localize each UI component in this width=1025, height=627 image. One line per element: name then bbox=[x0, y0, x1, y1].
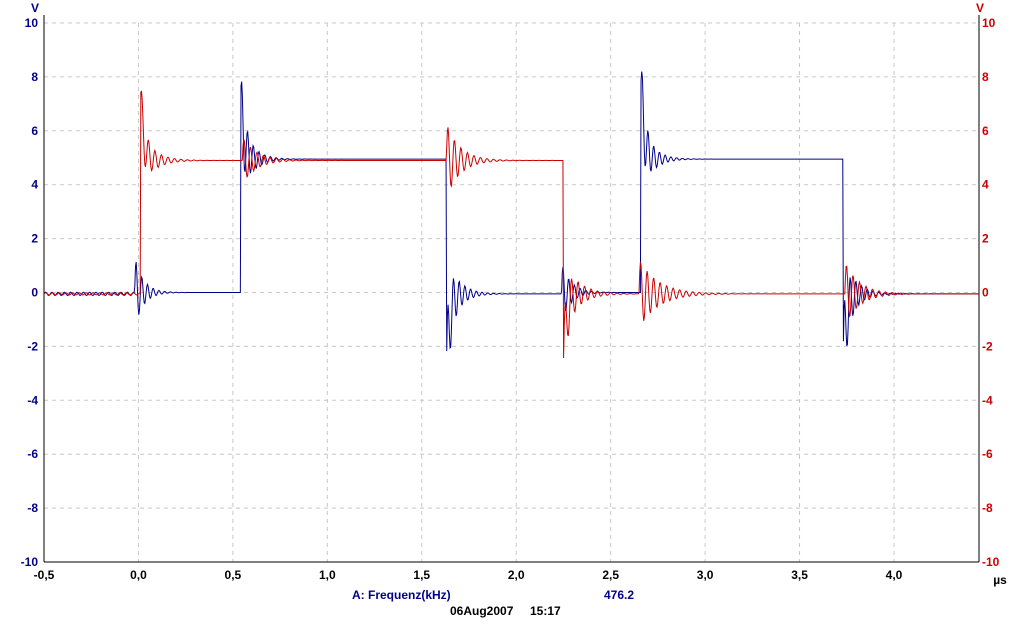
x-tick-label: 4,0 bbox=[886, 568, 903, 582]
x-axis-unit: µs bbox=[993, 573, 1007, 587]
y-tick-label-left: 4 bbox=[31, 178, 38, 192]
grid-layer bbox=[43, 15, 980, 563]
right-axis-unit: V bbox=[976, 1, 984, 15]
left-axis-unit: V bbox=[31, 1, 39, 15]
x-tick-label: 1,0 bbox=[319, 568, 336, 582]
x-tick-label: 1,5 bbox=[413, 568, 430, 582]
channel-a-trace bbox=[43, 71, 979, 352]
y-tick-label-right: -8 bbox=[982, 501, 993, 515]
y-tick-label-right: 0 bbox=[982, 286, 989, 300]
x-tick-label: 0,0 bbox=[130, 568, 147, 582]
y-tick-label-right: 8 bbox=[982, 70, 989, 84]
axis-label-layer: 10 8 6 4 2 0 -2 -4 -6 -8 -10 10 8 6 4 2 0 -2 -4 -6 -8 -10 V V -0… bbox=[21, 1, 1007, 587]
x-tick-label: 0,5 bbox=[225, 568, 242, 582]
channel-b-trace bbox=[43, 90, 979, 358]
y-tick-label-left: -8 bbox=[27, 501, 38, 515]
measurement-label: A: Frequenz(kHz) bbox=[352, 588, 451, 602]
y-tick-label-left: 8 bbox=[31, 70, 38, 84]
y-tick-label-right: 2 bbox=[982, 232, 989, 246]
y-tick-label-left: 6 bbox=[31, 124, 38, 138]
y-tick-label-left: 10 bbox=[25, 16, 39, 30]
y-tick-label-right: 4 bbox=[982, 178, 989, 192]
y-tick-label-left: 2 bbox=[31, 232, 38, 246]
capture-time: 15:17 bbox=[530, 604, 561, 618]
measurement-value: 476.2 bbox=[604, 588, 635, 602]
y-tick-label-left: -2 bbox=[27, 339, 38, 353]
y-tick-label-right: -10 bbox=[982, 555, 1000, 569]
y-tick-label-right: -4 bbox=[982, 393, 993, 407]
x-tick-label: 3,0 bbox=[697, 568, 714, 582]
capture-date: 06Aug2007 bbox=[450, 604, 514, 618]
y-tick-label-right: -6 bbox=[982, 447, 993, 461]
trace-layer bbox=[43, 71, 979, 358]
x-tick-label: 3,5 bbox=[791, 568, 808, 582]
y-tick-label-right: -2 bbox=[982, 339, 993, 353]
x-tick-label: -0,5 bbox=[34, 568, 55, 582]
x-tick-label: 2,5 bbox=[602, 568, 619, 582]
y-tick-label-left: -4 bbox=[27, 393, 38, 407]
x-tick-label: 2,0 bbox=[508, 568, 525, 582]
y-tick-label-left: -6 bbox=[27, 447, 38, 461]
y-tick-label-right: 6 bbox=[982, 124, 989, 138]
y-tick-label-left: 0 bbox=[31, 286, 38, 300]
y-tick-label-left: -10 bbox=[21, 555, 39, 569]
y-tick-label-right: 10 bbox=[982, 16, 996, 30]
